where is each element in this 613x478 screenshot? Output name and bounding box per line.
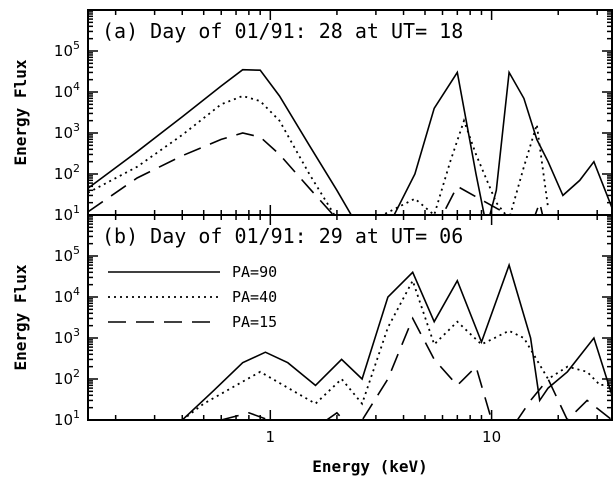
x-tick-label: 1 — [266, 428, 276, 446]
y-tick-label: 105 — [54, 39, 80, 60]
x-axis-label: Energy (keV) — [312, 457, 428, 476]
y-axis-label: Energy Flux — [11, 264, 30, 370]
y-tick-label: 104 — [54, 80, 80, 101]
y-tick-label: 102 — [54, 162, 80, 183]
series-line-pa15 — [88, 132, 544, 215]
series-line-pa40 — [181, 278, 612, 420]
panel-title: (a) Day of 01/91: 28 at UT= 18 — [102, 19, 463, 43]
y-tick-label: 105 — [54, 244, 80, 265]
legend: PA=90 PA=40 PA=15 — [108, 263, 277, 331]
legend-label: PA=15 — [232, 313, 277, 331]
legend-label: PA=40 — [232, 288, 277, 306]
y-axis-label: Energy Flux — [11, 59, 30, 165]
y-tick-label: 101 — [54, 203, 80, 224]
y-tick-label: 101 — [54, 408, 80, 429]
plot-frame — [87, 214, 613, 421]
x-tick-label: 10 — [482, 428, 501, 446]
y-tick-label: 104 — [54, 285, 80, 306]
y-tick-label: 102 — [54, 367, 80, 388]
y-tick-label: 103 — [54, 121, 80, 142]
y-tick-label: 103 — [54, 326, 80, 347]
legend-label: PA=90 — [232, 263, 277, 281]
series-group — [181, 262, 612, 420]
panel-title: (b) Day of 01/91: 29 at UT= 06 — [102, 224, 463, 248]
series-line-pa90 — [88, 68, 612, 215]
panel-a: 101 102 103 104 105 (a) Day of 01/91: 28 at U… — [11, 9, 613, 224]
series-line-pa40 — [88, 95, 549, 215]
series-group — [88, 68, 612, 215]
panel-b: 101 102 103 104 105 1 10 (b) Day of 01/91: 29 a… — [11, 214, 613, 476]
series-line-pa15 — [220, 316, 612, 420]
series-line-pa90 — [181, 262, 612, 420]
